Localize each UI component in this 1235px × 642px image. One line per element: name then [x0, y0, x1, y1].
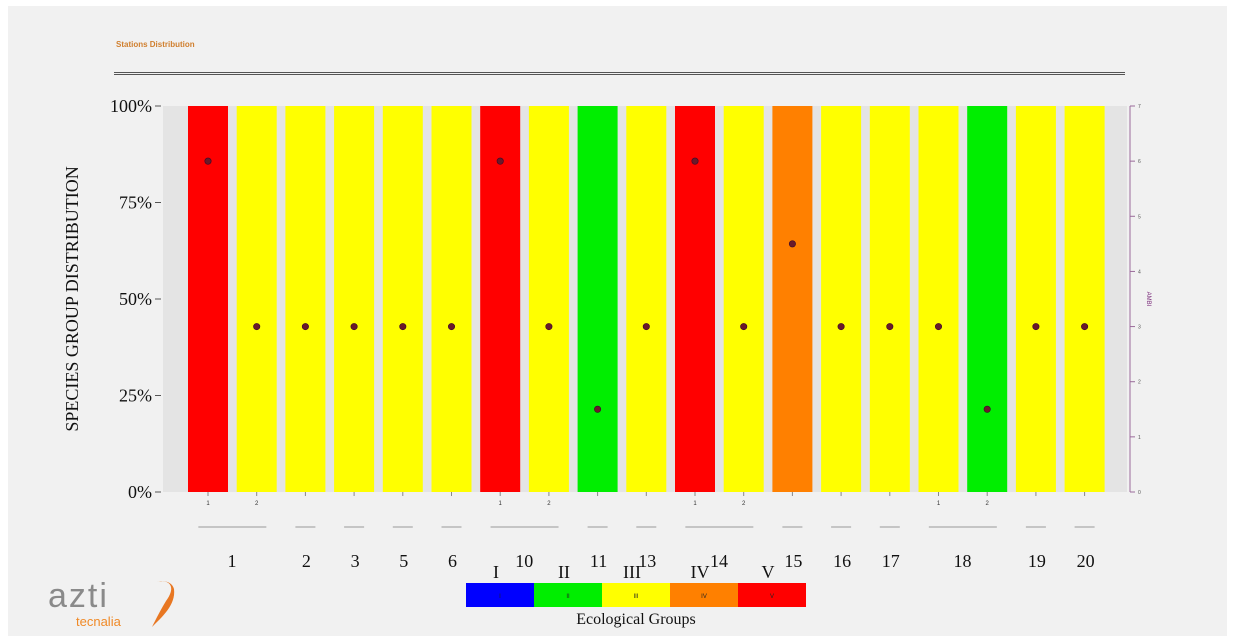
azti-tecnalia-logo: azti tecnalia [48, 577, 175, 629]
legend-swatch-label: III [633, 594, 638, 600]
ambi-marker [350, 323, 358, 331]
bar [577, 106, 618, 492]
ambi-marker [837, 323, 845, 331]
ambi-marker [253, 323, 261, 331]
bar [334, 106, 375, 492]
station-label: 13 [638, 551, 656, 571]
station-label: 5 [399, 551, 408, 571]
replicate-label: 2 [742, 501, 746, 507]
bar [1064, 106, 1105, 492]
legend-item-label: V [762, 562, 775, 582]
report-title: Stations Distribution [116, 40, 195, 49]
logo-tecnalia-text: tecnalia [76, 614, 122, 629]
legend-item-label: II [558, 562, 570, 582]
ambi-marker [496, 157, 504, 165]
legend-swatch-label: I [499, 594, 501, 600]
legend-item-label: III [623, 562, 641, 582]
station-label: 1 [228, 551, 237, 571]
legend-swatch-label: IV [701, 594, 707, 600]
ambi-marker [886, 323, 894, 331]
y2-axis-label: AMBI [1145, 292, 1151, 307]
ambi-marker [740, 323, 748, 331]
y-axis-label: SPECIES GROUP DISTRIBUTION [62, 166, 82, 431]
station-label: 3 [351, 551, 360, 571]
ambi-marker [399, 323, 407, 331]
ambi-marker [447, 323, 455, 331]
y2-tick-label: 3 [1138, 325, 1141, 331]
legend-swatch-label: V [770, 594, 774, 600]
ambi-marker [642, 323, 650, 331]
bar [285, 106, 326, 492]
legend-item-label: I [493, 562, 499, 582]
legend-swatch-V [738, 583, 806, 607]
station-label: 16 [833, 551, 851, 571]
bar [723, 106, 764, 492]
bar [626, 106, 667, 492]
legend-swatch-I [466, 583, 534, 607]
bar [967, 106, 1008, 492]
legend-title: Ecological Groups [576, 611, 696, 628]
bar [188, 106, 228, 492]
bar [675, 106, 715, 492]
y2-tick-label: 4 [1138, 269, 1141, 275]
station-label: 17 [882, 551, 900, 571]
ambi-marker [934, 323, 942, 331]
ambi-marker [204, 157, 212, 165]
ambi-marker [788, 240, 796, 248]
ambi-marker [301, 323, 309, 331]
legend-swatch-IV [670, 583, 738, 607]
replicate-label: 1 [499, 501, 503, 507]
station-label: 19 [1028, 551, 1046, 571]
bar [480, 106, 521, 492]
bar [1015, 106, 1056, 492]
bar [918, 106, 959, 492]
y-tick-label: 50% [119, 289, 152, 309]
y2-tick-label: 5 [1138, 214, 1141, 220]
header-divider [114, 72, 1125, 75]
station-label: 6 [448, 551, 457, 571]
y2-tick-label: 6 [1138, 159, 1141, 165]
ambi-marker [594, 405, 602, 413]
station-label: 15 [784, 551, 802, 571]
y-tick-label: 0% [128, 482, 152, 502]
station-label: 10 [515, 551, 533, 571]
y2-tick-label: 1 [1138, 435, 1141, 441]
logo-swoosh-icon [150, 581, 175, 627]
bar [821, 106, 862, 492]
y2-tick-label: 0 [1138, 490, 1141, 496]
replicate-label: 1 [206, 501, 210, 507]
y-tick-label: 75% [119, 193, 152, 213]
station-label: 2 [302, 551, 311, 571]
bar [236, 106, 277, 492]
legend-swatch-label: II [566, 594, 570, 600]
bar [382, 106, 423, 492]
replicate-label: 2 [547, 501, 551, 507]
replicate-label: 2 [255, 501, 259, 507]
bar [772, 106, 813, 492]
station-label: 20 [1077, 551, 1095, 571]
y2-tick-label: 7 [1138, 104, 1141, 110]
y2-tick-label: 2 [1138, 380, 1141, 386]
bar [431, 106, 472, 492]
legend-swatch-II [534, 583, 602, 607]
replicate-label: 2 [986, 501, 990, 507]
y-tick-label: 100% [110, 96, 152, 116]
logo-azti-text: azti [48, 577, 109, 615]
ambi-marker [545, 323, 553, 331]
ambi-marker [691, 157, 699, 165]
legend-item-label: IV [691, 562, 710, 582]
station-label: 18 [954, 551, 972, 571]
legend-swatch-III [602, 583, 670, 607]
bar [528, 106, 569, 492]
replicate-label: 1 [937, 501, 941, 507]
replicate-label: 1 [693, 501, 697, 507]
bar [869, 106, 910, 492]
y-tick-label: 25% [119, 386, 152, 406]
station-label: 11 [590, 551, 607, 571]
ambi-marker [1081, 323, 1089, 331]
ambi-marker [1032, 323, 1040, 331]
ambi-marker [983, 405, 991, 413]
station-label: 14 [710, 551, 728, 571]
